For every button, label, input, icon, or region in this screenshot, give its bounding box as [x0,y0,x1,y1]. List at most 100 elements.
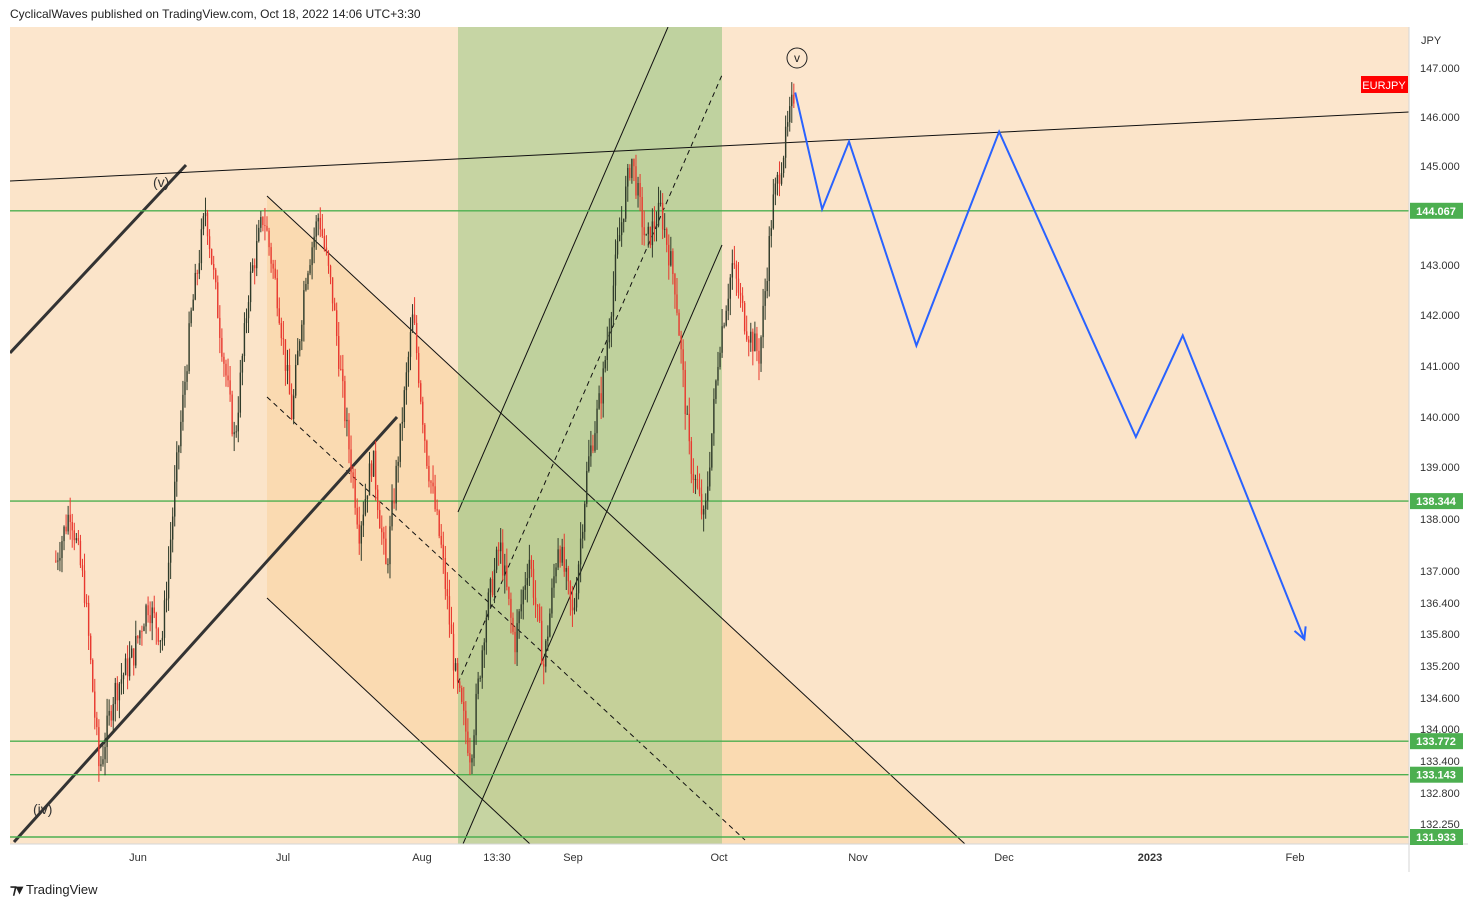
symbol-tag[interactable]: EURJPY [1361,76,1408,93]
candle-body-233 [532,568,535,598]
candle-body-112 [284,339,287,371]
candle-body-238 [543,664,545,667]
candle-body-241 [549,613,551,637]
candle-body-193 [450,624,453,634]
candle-body-134 [329,265,332,278]
candle-body-145 [352,472,354,477]
candle-body-243 [553,576,555,588]
candle-body-5 [65,526,67,532]
wave-label-iv: (iv) [33,801,52,817]
horizontal-levels [10,210,1409,838]
candle-body-133 [327,252,330,266]
candle-body-22 [100,764,102,767]
falling-channel-upper-line [266,195,966,844]
candle-body-219 [504,565,506,576]
candle-body-32 [120,679,123,684]
candle-body-129 [319,217,321,230]
candle-body-95 [249,271,252,303]
candle-body-86 [231,394,233,435]
candle-body-72 [202,216,205,230]
candle-body-320 [711,433,713,468]
candle-body-283 [635,166,637,196]
candle-body-13 [81,565,84,571]
candle-body-228 [522,589,524,605]
candle-body-167 [397,461,399,466]
candle-body-178 [420,383,422,402]
candle-body-56 [169,539,172,563]
candle-body-162 [387,564,389,566]
candle-body-293 [655,225,658,229]
candle-body-236 [538,606,541,621]
candle-body-195 [454,663,457,671]
candle-body-358 [789,106,791,123]
candle-body-328 [727,298,729,311]
candle-body-1 [57,560,59,562]
footer-brand[interactable]: ⁊▾ TradingView [10,881,98,898]
candle-body-256 [579,538,582,565]
candle-body-107 [274,268,276,279]
candle-body-47 [151,607,153,624]
candle-body-130 [321,229,324,237]
candle-body-139 [340,368,342,370]
candle-body-289 [647,226,649,235]
candle-body-273 [614,254,617,286]
candle-body-340 [752,331,754,352]
candle-body-57 [171,516,174,540]
candle-body-0 [55,560,57,562]
falling-channel-lower-line [266,597,531,844]
candle-body-325 [721,326,723,353]
candle-body-147 [356,507,358,525]
candle-body-215 [495,549,498,570]
price-tag-box-2 [1410,733,1463,750]
candle-body-119 [299,341,301,351]
candle-body-12 [79,540,82,566]
candle-body-309 [688,413,690,442]
x-tick-5: Oct [710,852,727,864]
candle-body-276 [620,222,623,236]
time-axis[interactable]: Jun Jul Aug 13:30 Sep Oct Nov Dec 2023 Feb [129,852,1304,864]
candle-body-343 [758,350,760,364]
price-tag-2: 133.772 [1416,736,1456,748]
candle-body-322 [715,380,717,399]
candle-body-351 [774,183,777,195]
candle-body-338 [748,339,750,343]
candle-body-157 [376,489,379,511]
candle-body-350 [772,194,775,229]
candle-body-344 [760,337,762,364]
y-tick-11: 136.400 [1420,598,1460,610]
candle-body-261 [590,445,592,457]
candle-body-146 [354,476,356,508]
candle-body-274 [616,241,619,255]
candle-body-332 [735,264,738,279]
candle-body-207 [479,677,481,679]
candle-body-232 [530,559,533,569]
x-tick-1: Jul [276,852,290,864]
candle-body-186 [436,509,438,511]
candle-body-348 [768,236,770,282]
candle-body-301 [672,251,674,275]
wave-label-v: v [794,51,800,65]
candle-body-87 [233,432,235,435]
candle-body-356 [784,126,787,158]
price-axis[interactable]: 147.000146.000145.000144.000143.000142.0… [1420,63,1460,831]
candle-body-59 [176,452,178,482]
candle-body-15 [85,602,88,604]
price-tags: 144.067 138.344 133.772 133.143 131.933 [1410,202,1463,845]
x-tick-8: 2023 [1138,852,1162,864]
candle-body-345 [762,305,764,338]
candle-body-148 [358,524,360,544]
candle-body-18 [92,660,94,692]
candle-body-19 [94,691,96,718]
price-chart[interactable]: (v) (iv) v JPY 147.000 146.000 145.000 144.… [0,0,1478,880]
candle-body-63 [184,381,186,395]
candle-body-35 [126,658,129,677]
candle-body-159 [381,528,383,533]
x-tick-0: Jun [129,852,147,864]
candle-body-160 [383,532,385,539]
candle-body-314 [698,487,701,494]
candle-body-48 [153,607,155,614]
candle-body-103 [266,225,268,231]
candle-body-168 [399,423,401,462]
candle-body-217 [499,542,502,552]
